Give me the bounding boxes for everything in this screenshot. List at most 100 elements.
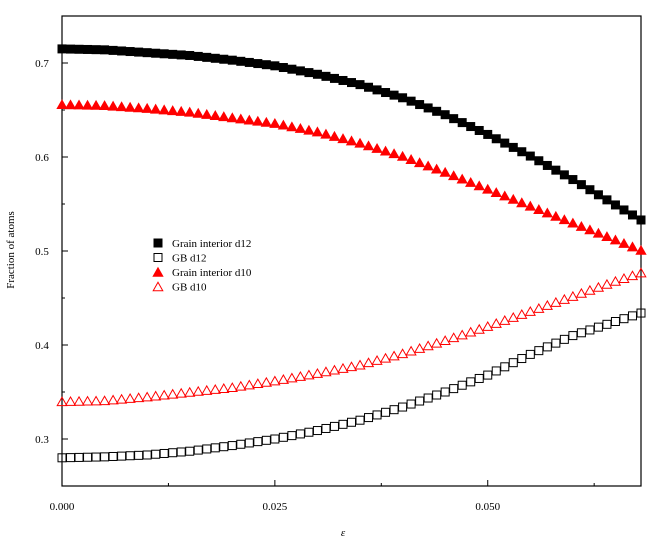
data-point <box>430 337 443 348</box>
data-point <box>499 190 511 201</box>
data-point <box>354 359 366 370</box>
data-point <box>304 68 314 78</box>
data-point <box>482 320 494 331</box>
data-point <box>338 419 348 429</box>
data-point <box>236 56 246 66</box>
data-point <box>354 137 366 148</box>
data-point <box>176 447 186 457</box>
data-point <box>524 200 536 211</box>
data-point <box>243 379 255 390</box>
data-point <box>201 108 213 119</box>
data-point <box>466 122 476 132</box>
data-point <box>405 345 417 356</box>
legend-marker <box>152 266 164 277</box>
data-point <box>209 383 221 394</box>
y-tick-label: 0.4 <box>35 340 49 352</box>
data-point <box>64 99 77 110</box>
data-point <box>253 437 263 447</box>
y-axis: 0.3 0.4 0.5 0.6 0.7 <box>35 15 68 487</box>
data-point <box>294 371 307 381</box>
data-point <box>439 335 451 345</box>
data-point <box>218 111 230 122</box>
data-point <box>117 451 127 461</box>
data-point <box>576 180 586 190</box>
data-point <box>422 340 434 351</box>
data-point <box>457 118 467 128</box>
data-point <box>355 80 365 90</box>
data-point <box>423 103 433 113</box>
data-point <box>150 390 162 401</box>
data-point <box>533 302 545 313</box>
data-point <box>74 452 84 462</box>
data-point <box>269 375 281 386</box>
data-point <box>388 350 400 361</box>
data-point <box>329 73 339 83</box>
x-tick-label: 0.050 <box>475 501 500 513</box>
y-tick-label: 0.3 <box>35 434 49 446</box>
data-point <box>432 390 442 400</box>
data-point <box>575 220 588 231</box>
data-point <box>108 451 118 461</box>
data-point <box>422 160 434 171</box>
data-point <box>209 110 221 120</box>
data-point <box>184 386 196 397</box>
data-point <box>141 391 153 402</box>
data-point <box>192 107 204 118</box>
data-point <box>347 78 356 88</box>
data-point <box>575 287 588 298</box>
data-point <box>567 217 579 228</box>
legend-label: Grain interior d12 <box>172 238 251 250</box>
data-point <box>57 44 67 54</box>
data-point <box>593 322 603 332</box>
data-point <box>150 103 162 114</box>
data-point <box>508 358 518 368</box>
data-point <box>381 88 391 98</box>
data-point <box>500 362 510 372</box>
data-point <box>473 323 485 334</box>
data-point <box>525 151 535 161</box>
data-point <box>558 214 571 225</box>
data-point <box>278 432 288 442</box>
data-point <box>584 284 596 295</box>
data-point <box>619 314 629 324</box>
data-point <box>490 317 502 328</box>
data-point <box>56 396 68 407</box>
data-point <box>294 123 307 133</box>
data-point <box>90 99 102 110</box>
data-point <box>398 402 408 412</box>
data-point <box>201 384 213 395</box>
data-point <box>81 395 94 406</box>
data-point <box>100 452 110 462</box>
legend-label: Grain interior d10 <box>172 267 252 279</box>
data-point <box>525 349 535 359</box>
data-point <box>227 441 237 451</box>
data-point <box>364 413 374 423</box>
data-point <box>260 376 273 387</box>
data-point <box>277 119 290 130</box>
data-point <box>56 99 68 110</box>
data-point <box>312 69 322 79</box>
data-point <box>593 190 603 200</box>
data-point <box>278 63 288 73</box>
data-point <box>167 388 179 399</box>
x-axis-label: ε <box>341 527 346 539</box>
data-point <box>457 380 467 390</box>
data-point <box>328 130 341 141</box>
data-point <box>466 377 476 387</box>
data-point <box>159 49 169 59</box>
data-point <box>619 205 629 215</box>
data-point <box>260 116 273 127</box>
data-point <box>74 44 84 54</box>
data-point <box>236 439 246 449</box>
data-point <box>381 407 391 417</box>
data-point <box>534 156 544 166</box>
data-point <box>524 305 536 316</box>
data-point <box>362 140 375 151</box>
legend-marker <box>153 238 163 248</box>
data-point <box>440 110 450 120</box>
data-point <box>295 429 305 439</box>
data-point <box>456 329 468 340</box>
data-point <box>167 105 179 116</box>
data-point <box>227 55 237 65</box>
